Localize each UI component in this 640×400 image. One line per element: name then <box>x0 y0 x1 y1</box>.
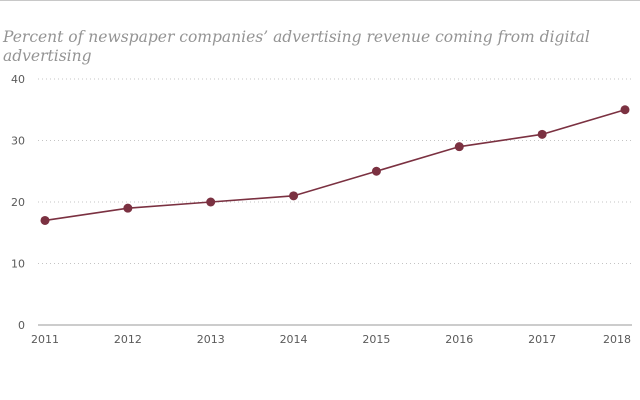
y-tick-label: 10 <box>11 258 25 271</box>
series-group <box>40 105 630 225</box>
data-point <box>40 215 50 225</box>
x-tick-label: 2017 <box>528 333 556 346</box>
y-axis-ticks: 0 10 20 30 40 <box>11 73 25 332</box>
x-tick-label: 2012 <box>114 333 142 346</box>
y-tick-label: 20 <box>11 196 25 209</box>
y-tick-label: 30 <box>11 135 25 148</box>
chart-subtitle: Percent of newspaper companies’ advertis… <box>3 28 590 65</box>
x-tick-label: 2015 <box>362 333 390 346</box>
x-tick-label: 2011 <box>31 333 59 346</box>
top-rule <box>0 0 640 1</box>
y-tick-label: 40 <box>11 73 25 86</box>
data-point <box>206 197 216 207</box>
x-tick-label: 2013 <box>197 333 225 346</box>
x-axis-ticks: 2011 2012 2013 2014 2015 2016 2017 2018 <box>31 333 631 346</box>
x-tick-label: 2016 <box>445 333 473 346</box>
data-point <box>123 203 133 213</box>
data-point <box>454 142 464 152</box>
data-point <box>371 166 381 176</box>
gridlines <box>38 78 632 264</box>
series-line <box>44 108 626 222</box>
data-point <box>537 129 547 139</box>
data-point <box>289 191 299 201</box>
y-tick-label: 0 <box>18 319 25 332</box>
data-point <box>620 105 630 115</box>
x-tick-label: 2014 <box>280 333 308 346</box>
x-tick-label: 2018 <box>603 333 631 346</box>
